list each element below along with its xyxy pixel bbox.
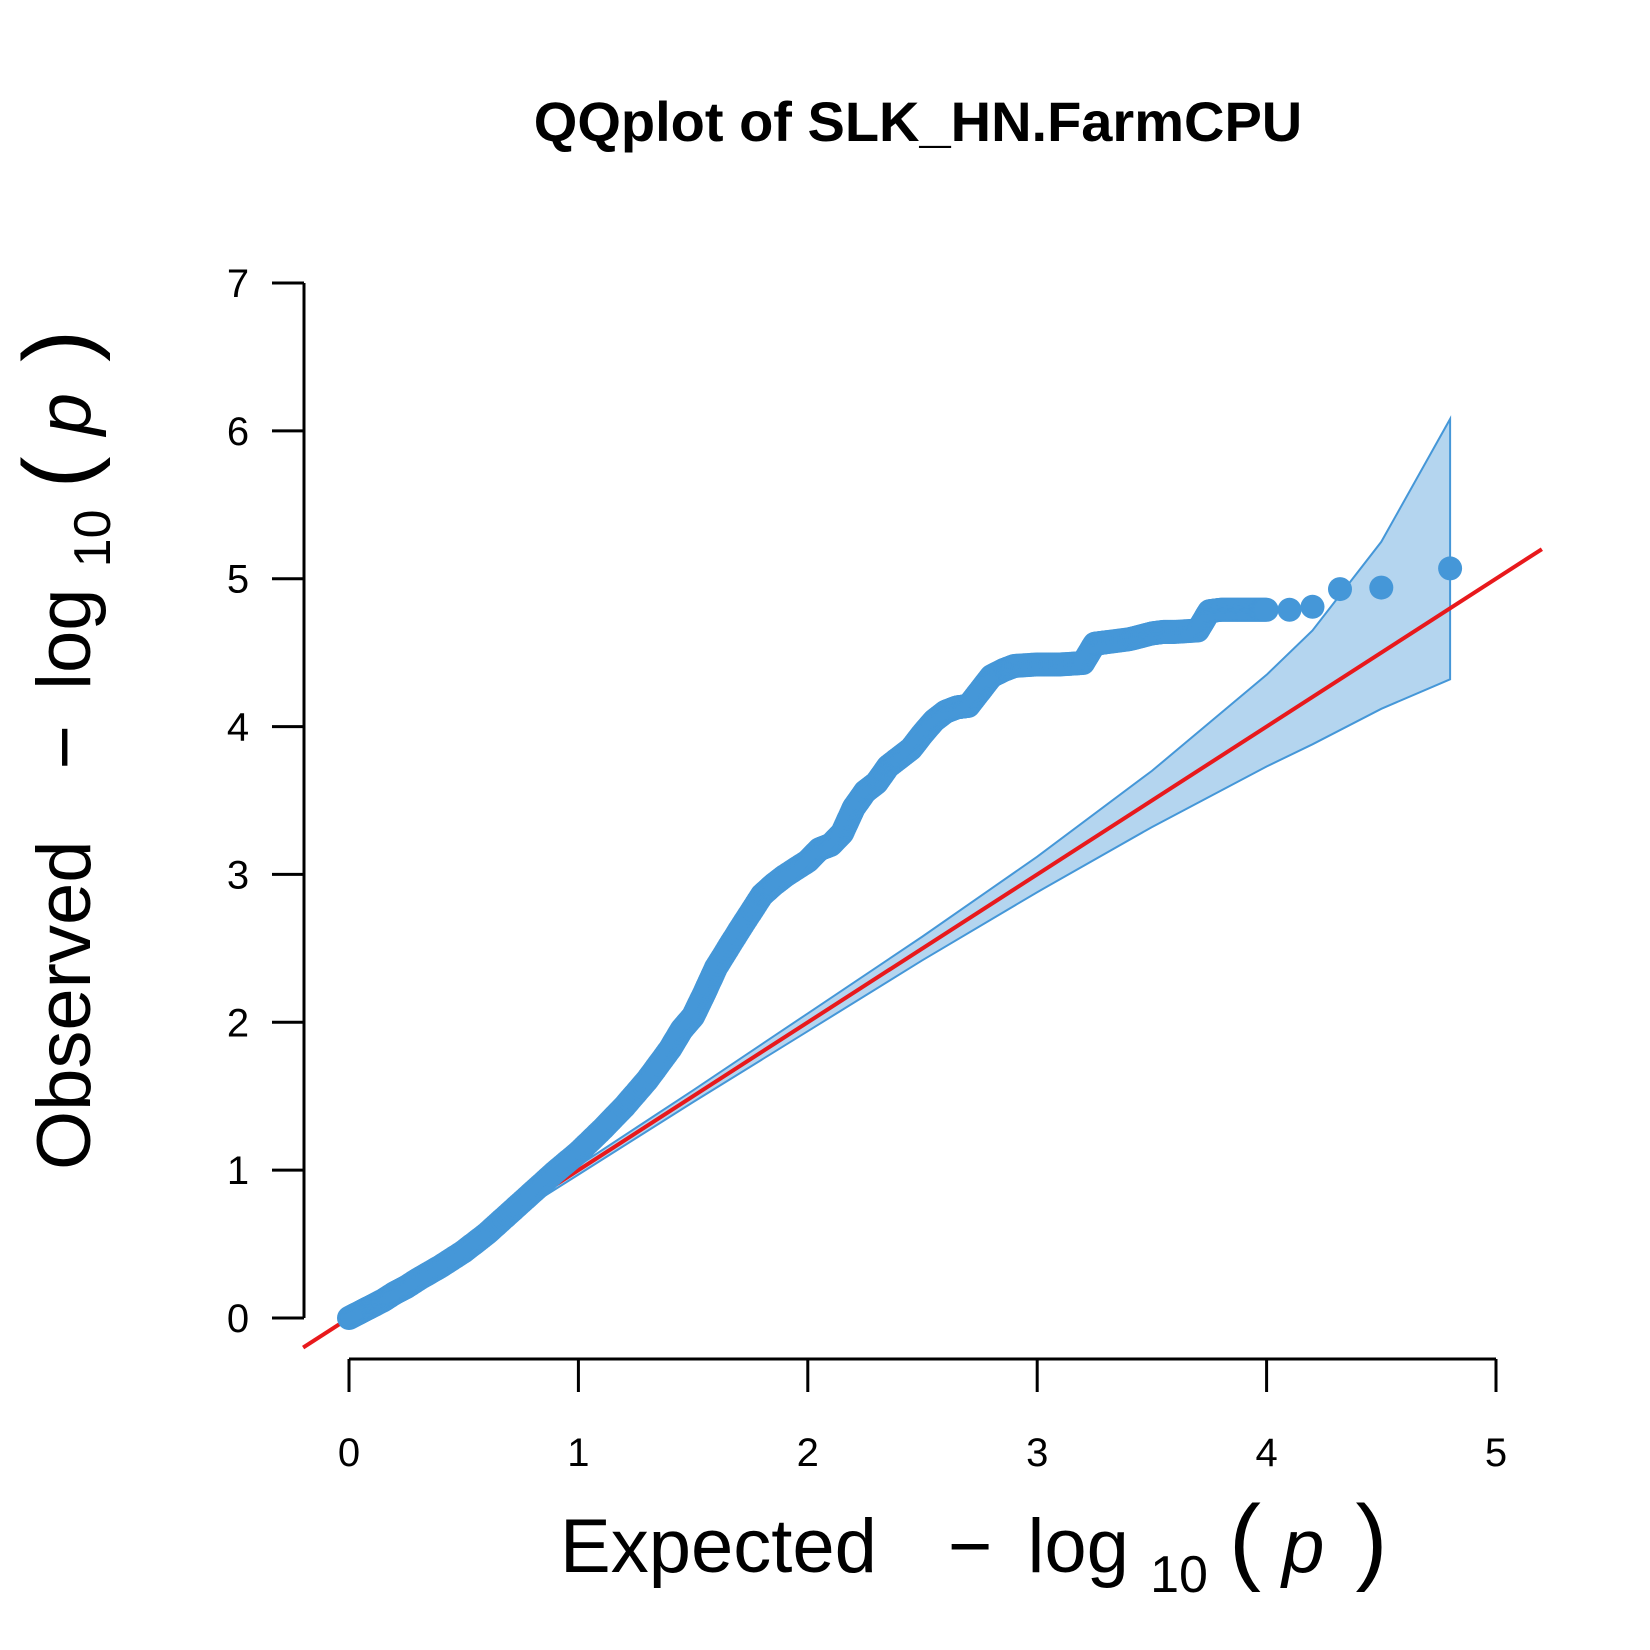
- y-tick-label: 2: [227, 1001, 249, 1045]
- data-point: [1277, 597, 1302, 622]
- x-tick-label: 5: [1485, 1431, 1507, 1475]
- y-axis-label-base: 10: [64, 509, 122, 567]
- y-tick-label: 0: [227, 1297, 249, 1341]
- x-axis-label-open: (: [1229, 1486, 1261, 1593]
- y-tick-label: 6: [227, 410, 249, 454]
- y-axis-label-log: log: [22, 588, 107, 689]
- x-axis-label-var: p: [1280, 1504, 1324, 1589]
- x-tick-label: 0: [338, 1431, 360, 1475]
- x-axis-label-log: log: [1028, 1504, 1129, 1589]
- y-tick-label: 7: [227, 262, 249, 306]
- x-axis: 0 1 2 3 4 5: [338, 1357, 1507, 1475]
- x-tick-label: 1: [567, 1431, 589, 1475]
- plot-layer: [302, 415, 1543, 1350]
- y-axis-label-var: p: [22, 393, 107, 437]
- y-tick-label: 4: [227, 706, 249, 750]
- x-tick-label: 2: [797, 1431, 819, 1475]
- y-axis-label: Observed − log 10 ( p ): [4, 330, 127, 1170]
- x-tick-label: 3: [1026, 1431, 1048, 1475]
- confidence-band: [348, 415, 1452, 1319]
- y-axis-label-minus: −: [22, 725, 107, 769]
- y-axis-label-text: Observed: [22, 841, 107, 1171]
- data-point: [1328, 577, 1352, 602]
- y-axis: 0 1 2 3 4 5 6 7: [227, 262, 306, 1341]
- x-axis-label-text: Expected: [560, 1504, 877, 1589]
- y-axis-label-open: (: [4, 456, 111, 488]
- y-tick-label: 3: [227, 853, 249, 897]
- x-axis-label-base: 10: [1150, 1546, 1208, 1604]
- data-point: [1369, 575, 1394, 600]
- y-tick-label: 5: [227, 558, 249, 602]
- chart-title: QQplot of SLK_HN.FarmCPU: [534, 90, 1302, 153]
- data-point: [1438, 556, 1463, 581]
- x-tick-label: 4: [1255, 1431, 1277, 1475]
- x-axis-label: Expected − log 10 ( p ): [560, 1486, 1388, 1609]
- y-tick-label: 1: [227, 1149, 249, 1193]
- x-axis-label-minus: −: [948, 1504, 992, 1589]
- data-points: [337, 556, 1463, 1330]
- data-point: [1254, 597, 1279, 622]
- data-point: [1300, 594, 1325, 619]
- x-axis-label-close: ): [1356, 1486, 1388, 1593]
- y-axis-label-close: ): [4, 330, 111, 362]
